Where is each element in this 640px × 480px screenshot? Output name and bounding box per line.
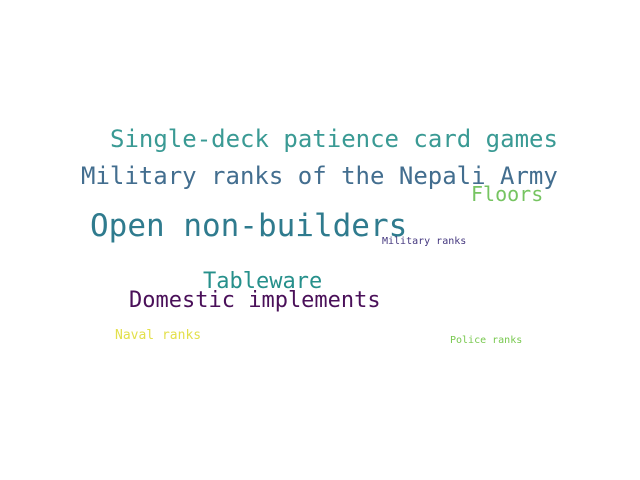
word-open-non-builders: Open non-builders bbox=[90, 208, 408, 244]
word-tableware: Tableware bbox=[203, 269, 323, 294]
word-military-ranks: Military ranks bbox=[382, 236, 467, 247]
word-domestic-implements: Domestic implements bbox=[129, 288, 381, 313]
word-police-ranks: Police ranks bbox=[450, 335, 523, 346]
word-floors: Floors bbox=[471, 182, 544, 206]
word-military-ranks-nepali-army: Military ranks of the Nepali Army bbox=[81, 162, 558, 190]
word-naval-ranks: Naval ranks bbox=[115, 328, 202, 343]
word-single-deck-patience-card-games: Single-deck patience card games bbox=[110, 125, 558, 153]
